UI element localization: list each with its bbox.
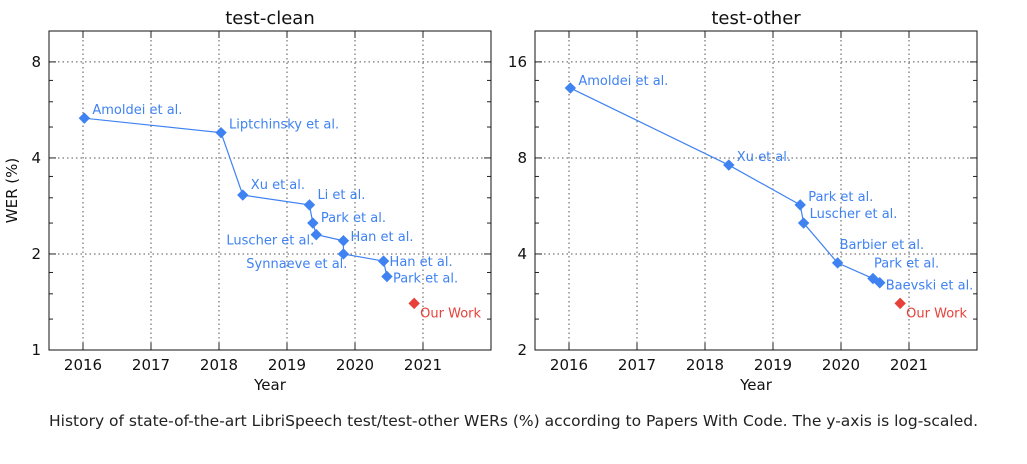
- data-point-label: Xu et al.: [251, 178, 305, 193]
- plot-frame: [534, 30, 978, 351]
- chart-canvas: 2016 2017 2018 2019 2020 2021 1 2 4 8 test-clean Ye…: [3, 8, 978, 394]
- y-tick-label: 1: [31, 341, 41, 359]
- x-tick-label: 2017: [618, 356, 656, 374]
- our-work-label: Our Work: [420, 306, 481, 321]
- data-point-label: Park et al.: [808, 190, 873, 205]
- y-tick-label: 4: [517, 245, 527, 263]
- x-tick-label: 2020: [336, 356, 374, 374]
- data-point-marker: [215, 126, 227, 139]
- data-point-label: Amoldei et al.: [578, 74, 668, 89]
- data-point-marker: [831, 257, 844, 269]
- y-tick-label: 2: [517, 341, 527, 359]
- our-work-marker: [408, 297, 420, 310]
- chart-panel-2: 2016 2017 2018 2019 2020 2021 2 4 8 16 test-other Y…: [508, 8, 978, 394]
- data-point-label: Liptchinsky et al.: [229, 118, 339, 133]
- chart-title: test-other: [711, 8, 801, 29]
- y-tick-label: 16: [508, 53, 527, 71]
- data-point-marker: [564, 82, 577, 94]
- y-tick-label: 2: [31, 245, 41, 263]
- data-point-marker: [377, 255, 390, 267]
- x-tick-label: 2018: [200, 356, 238, 374]
- x-tick-label: 2019: [268, 356, 306, 374]
- x-axis-label: Year: [253, 376, 287, 394]
- data-point-marker: [78, 112, 91, 124]
- data-point-label: Li et al.: [317, 188, 365, 203]
- x-axis-label: Year: [739, 376, 773, 394]
- data-point-marker: [723, 159, 735, 171]
- data-point-marker: [381, 270, 393, 283]
- data-point-label: Park et al.: [393, 271, 458, 286]
- data-point-marker: [337, 248, 350, 260]
- data-point-label: Barbier et al.: [840, 238, 925, 253]
- y-tick-label: 8: [31, 53, 41, 71]
- data-point-label: Luscher et al.: [226, 234, 314, 249]
- x-tick-label: 2016: [550, 356, 588, 374]
- chart-panel-1: 2016 2017 2018 2019 2020 2021 1 2 4 8 test-clean Ye…: [3, 8, 492, 394]
- series-line: [84, 117, 388, 277]
- x-tick-label: 2018: [686, 356, 724, 374]
- data-point-marker: [303, 199, 316, 211]
- x-tick-label: 2017: [132, 356, 170, 374]
- x-tick-label: 2020: [822, 356, 860, 374]
- data-point-marker: [337, 235, 350, 247]
- data-point-label: Synnaeve et al.: [246, 257, 347, 272]
- y-tick-label: 4: [31, 149, 41, 167]
- y-tick-label: 8: [517, 149, 527, 167]
- x-tick-label: 2021: [404, 356, 442, 374]
- our-work-label: Our Work: [906, 306, 967, 321]
- data-point-marker: [794, 199, 806, 211]
- data-point-marker: [867, 272, 879, 285]
- our-work-marker: [894, 297, 906, 310]
- data-point-label: Baevski et al.: [886, 279, 974, 294]
- data-point-label: Han et al.: [390, 255, 453, 270]
- chart-title: test-clean: [225, 8, 314, 29]
- data-point-label: Park et al.: [874, 257, 939, 272]
- figure-caption: History of state-of-the-art LibriSpeech …: [48, 412, 979, 430]
- data-point-label: Han et al.: [350, 230, 413, 245]
- x-tick-label: 2016: [64, 356, 102, 374]
- data-point-marker: [307, 217, 319, 229]
- data-point-marker: [237, 189, 249, 201]
- plot-frame: [48, 30, 492, 351]
- data-point-label: Amoldei et al.: [92, 103, 182, 118]
- data-point-label: Luscher et al.: [810, 207, 898, 222]
- data-point-marker: [797, 217, 810, 229]
- data-point-label: Park et al.: [321, 211, 386, 226]
- data-point-marker: [310, 228, 322, 241]
- x-tick-label: 2019: [754, 356, 792, 374]
- data-point-label: Xu et al.: [737, 150, 791, 165]
- data-point-marker: [874, 277, 886, 289]
- x-tick-label: 2021: [890, 356, 928, 374]
- y-axis-label: WER (%): [3, 158, 21, 223]
